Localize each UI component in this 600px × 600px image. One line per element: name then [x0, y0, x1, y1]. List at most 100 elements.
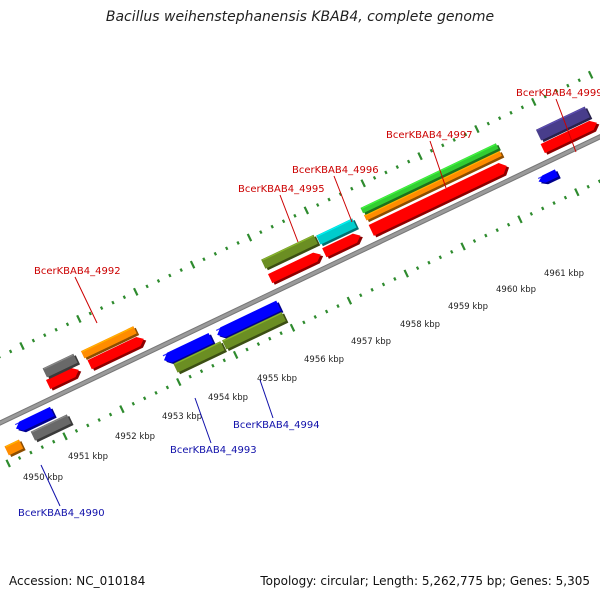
feature-body	[540, 120, 597, 154]
gene-leader-line	[429, 140, 447, 189]
forward-gene-1	[45, 367, 82, 391]
outer-tick-row	[0, 70, 594, 359]
feature-body	[363, 150, 502, 221]
kbp-label-layer: 4950 kbp 4951 kbp 4952 kbp 4953 kbp 4954 kbp…	[23, 269, 584, 483]
feature-body	[368, 163, 507, 236]
tick-mark	[429, 148, 434, 153]
tick-mark	[281, 219, 286, 224]
tick-mark	[324, 309, 329, 314]
backbone-line	[0, 111, 600, 433]
reverse-gene-17	[537, 169, 561, 185]
forward-gene-3	[268, 252, 324, 285]
tick-mark	[506, 222, 511, 227]
tick-mark	[246, 233, 253, 242]
tick-mark	[165, 385, 170, 390]
kbp-tick-label: 4957 kbp	[351, 337, 391, 347]
tick-mark	[486, 121, 490, 126]
tick-mark	[336, 304, 340, 309]
gene-label-bcerkbab4-4997: BcerKBAB4_4997	[386, 130, 473, 141]
feature-21	[4, 439, 26, 457]
reverse-gene-14	[14, 406, 57, 433]
tick-mark	[5, 459, 11, 468]
feature-body	[360, 143, 499, 214]
tick-mark	[43, 333, 47, 338]
gene-label-bcerkbab4-4994: BcerKBAB4_4994	[233, 420, 320, 431]
feature-highlight	[365, 151, 500, 217]
tick-mark	[554, 89, 559, 93]
feature-highlight	[361, 144, 496, 209]
tick-mark	[65, 322, 70, 327]
inner-tick-row	[5, 179, 600, 468]
feature-highlight	[317, 219, 353, 237]
tick-mark	[232, 350, 239, 360]
feature-highlight	[323, 234, 354, 250]
tick-mark	[381, 282, 386, 287]
feature-highlight	[162, 333, 209, 357]
gene-leader-line	[279, 194, 299, 243]
tick-mark	[259, 230, 263, 235]
tick-mark	[543, 94, 547, 99]
tick-mark	[316, 203, 320, 207]
tick-mark	[452, 137, 456, 142]
tick-mark	[133, 287, 139, 296]
feature-highlight	[43, 354, 74, 370]
forward-gene-5	[368, 163, 510, 238]
kbp-tick-label: 4959 kbp	[448, 302, 488, 312]
feature-highlight	[262, 235, 314, 261]
tick-mark	[370, 287, 374, 292]
kbp-tick-label: 4953 kbp	[162, 412, 202, 422]
tick-mark	[586, 184, 590, 189]
feature-highlight	[537, 107, 585, 131]
feature-body	[4, 439, 24, 456]
tick-mark	[62, 432, 68, 441]
feature-7	[80, 326, 140, 360]
gene-leader-line	[40, 464, 61, 507]
feature-highlight	[269, 252, 314, 276]
gene-label-bcerkbab4-4996: BcerKBAB4_4996	[292, 165, 379, 176]
feature-highlight	[537, 170, 555, 180]
feature-20	[222, 311, 289, 351]
tick-mark	[495, 228, 499, 233]
tick-mark	[179, 268, 183, 273]
tick-mark	[19, 341, 25, 351]
kbp-tick-label: 4952 kbp	[115, 432, 155, 442]
tick-mark	[417, 152, 423, 161]
tick-mark	[270, 224, 274, 229]
tick-mark	[289, 323, 296, 332]
feature-body	[222, 311, 286, 350]
feature-body	[261, 234, 318, 269]
tick-mark	[245, 347, 249, 352]
feature-body	[322, 233, 361, 258]
feature-18	[30, 414, 74, 443]
feature-highlight	[47, 368, 72, 382]
feature-9	[42, 353, 81, 379]
tick-mark	[74, 428, 79, 433]
kbp-tick-label: 4955 kbp	[257, 374, 297, 384]
tick-mark	[303, 206, 310, 215]
tick-mark	[8, 349, 13, 354]
feature-8	[363, 150, 505, 223]
tick-mark	[563, 195, 568, 200]
kbp-tick-label: 4950 kbp	[23, 473, 63, 483]
gene-leader-line	[194, 397, 212, 444]
feature-body	[15, 406, 55, 431]
tick-mark	[574, 188, 580, 197]
tick-mark	[474, 124, 480, 134]
tick-mark	[168, 273, 172, 278]
gene-leader-line	[555, 98, 577, 153]
tick-mark	[566, 83, 570, 88]
feature-body	[163, 332, 214, 363]
reverse-gene-15	[162, 332, 216, 365]
tick-mark	[211, 363, 215, 368]
tick-mark	[395, 165, 399, 169]
tick-mark	[472, 239, 477, 243]
tick-mark	[40, 445, 44, 450]
tick-mark	[131, 401, 135, 406]
tick-mark	[384, 170, 388, 175]
feature-body	[45, 367, 79, 390]
tick-mark	[76, 314, 82, 323]
feature-highlight	[369, 163, 500, 227]
feature-highlight	[215, 301, 277, 331]
tick-mark	[199, 369, 204, 374]
